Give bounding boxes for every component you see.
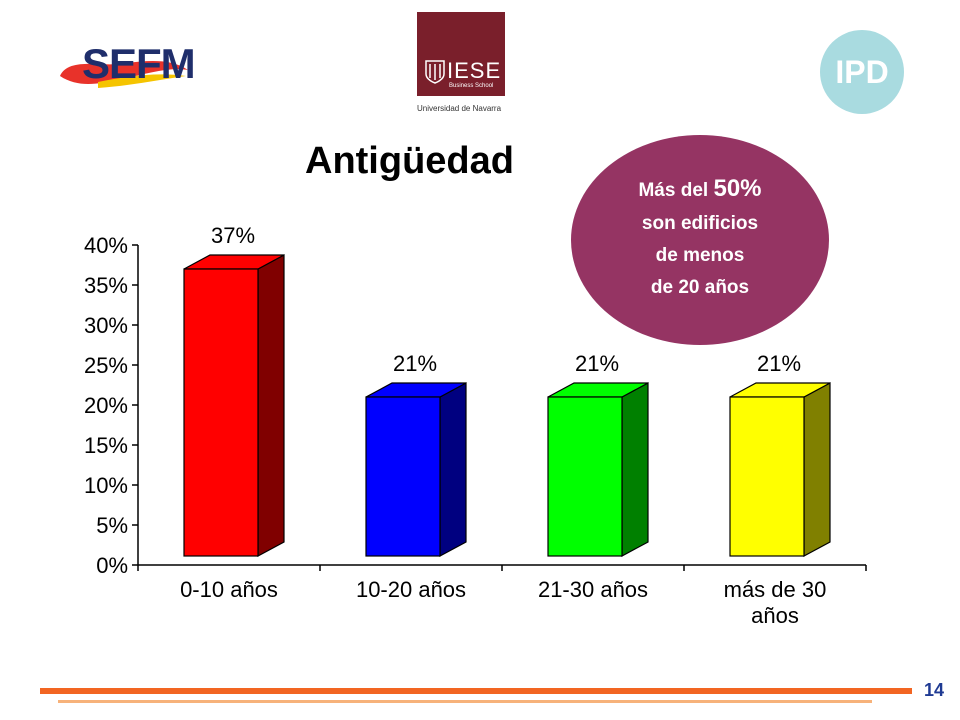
- y-tick-label: 5%: [96, 513, 128, 538]
- x-tick-label: 21-30 años: [538, 577, 648, 602]
- y-tick-label: 0%: [96, 553, 128, 578]
- x-tick-label: 0-10 años: [180, 577, 278, 602]
- ipd-circle-icon: IPD: [820, 30, 904, 114]
- data-label: 37%: [211, 223, 255, 248]
- callout-line-4: de 20 años: [650, 277, 750, 298]
- callout-bubble: Más del 50% son edificios de menos de 20…: [571, 135, 829, 345]
- x-tick-label: más de 30: [724, 577, 827, 602]
- callout-line-1-prefix: Más del: [638, 180, 714, 201]
- bar: [547, 396, 623, 557]
- y-tick-label: 10%: [84, 473, 128, 498]
- footer-bar-thin: [58, 700, 872, 703]
- slide-title: Antigüedad: [305, 140, 514, 182]
- bar: [365, 396, 441, 557]
- sefm-logo: SEFM: [58, 36, 196, 98]
- y-tick-label: 25%: [84, 353, 128, 378]
- data-label: 21%: [757, 351, 801, 376]
- iese-logo-name: IESE: [447, 58, 502, 83]
- sefm-swoosh-icon: [60, 61, 188, 88]
- callout-line-1: Más del 50%: [571, 175, 829, 203]
- footer-bar: [40, 688, 912, 694]
- ipd-logo: IPD: [818, 28, 906, 116]
- bar: [183, 268, 259, 557]
- iese-logo-sub: Business School: [449, 83, 494, 89]
- data-label: 21%: [393, 351, 437, 376]
- callout-line-3: de menos: [655, 245, 745, 266]
- x-tick-label: años: [751, 603, 799, 628]
- sefm-logo-text: SEFM: [82, 40, 196, 87]
- data-label: 21%: [575, 351, 619, 376]
- svg-text:IPD: IPD: [835, 54, 888, 90]
- bar-side: [439, 381, 467, 558]
- bar-side: [257, 253, 285, 558]
- callout-line-1-big: 50%: [713, 175, 762, 202]
- x-tick-label: 10-20 años: [356, 577, 466, 602]
- iese-university: Universidad de Navarra: [417, 104, 502, 113]
- callout-line-2: son edificios: [641, 213, 759, 234]
- y-tick-label: 15%: [84, 433, 128, 458]
- y-tick-label: 30%: [84, 313, 128, 338]
- bar-side: [803, 381, 831, 558]
- iese-logo: IESE Business School: [417, 12, 505, 96]
- y-tick-label: 35%: [84, 273, 128, 298]
- y-tick-label: 40%: [84, 233, 128, 258]
- bar: [729, 396, 805, 557]
- bar-chart: 0% 5% 10% 15% 20% 25% 30% 35% 40% 37% 0-10 años 21%…: [84, 223, 867, 628]
- bar-side: [621, 381, 649, 558]
- iese-crest-icon: [425, 60, 445, 84]
- page-number: 14: [924, 680, 945, 700]
- y-tick-label: 20%: [84, 393, 128, 418]
